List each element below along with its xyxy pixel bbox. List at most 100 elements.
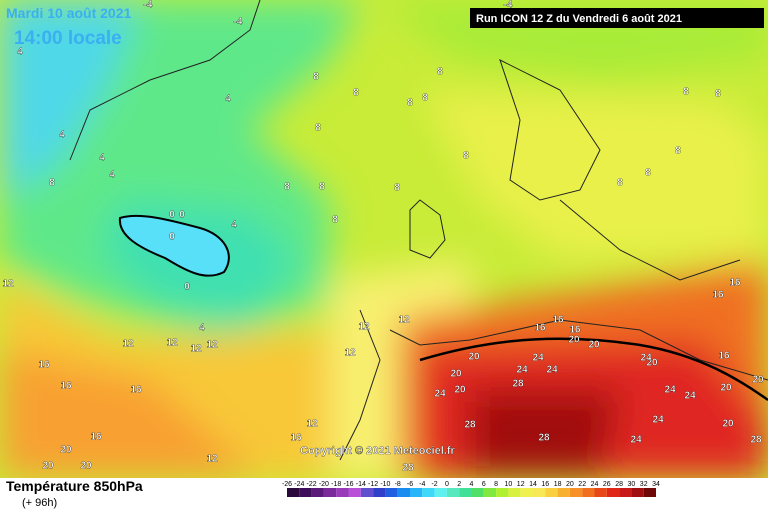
isotherm-label: 8: [683, 87, 689, 98]
isotherm-label: 0: [169, 232, 175, 243]
legend-swatch: [299, 488, 312, 497]
isotherm-label: 16: [60, 381, 72, 392]
isotherm-label: 28: [402, 463, 414, 474]
isotherm-label: 16: [534, 323, 546, 334]
isotherm-label: 16: [718, 351, 730, 362]
isotherm-label: 28: [538, 433, 550, 444]
isotherm-label: 20: [720, 383, 732, 394]
isotherm-label: 20: [60, 445, 72, 456]
isotherm-label: 12: [2, 279, 14, 290]
legend-tick-label: -22: [307, 481, 317, 488]
isotherm-label: 28: [464, 420, 476, 431]
legend-swatch: [594, 488, 607, 497]
legend-tick-label: 12: [517, 481, 525, 488]
isotherm-label: 20: [568, 335, 580, 346]
legend-tick-label: 34: [652, 481, 660, 488]
legend-swatch: [471, 488, 484, 497]
isotherm-label: 12: [190, 344, 202, 355]
legend-tick-label: -24: [294, 481, 304, 488]
isotherm-label: -4: [144, 0, 153, 11]
isotherm-label: 24: [434, 389, 446, 400]
isotherm-label: 24: [630, 435, 642, 446]
legend-tick-label: -4: [419, 481, 425, 488]
isotherm-label: 20: [588, 340, 600, 351]
isotherm-label: 12: [122, 339, 134, 350]
isotherm-label: 16: [130, 385, 142, 396]
legend-swatch: [311, 488, 324, 497]
isotherm-label: 12: [358, 322, 370, 333]
isotherm-label: 16: [712, 290, 724, 301]
isotherm-label: 0: [169, 210, 175, 221]
isotherm-label: 24: [652, 415, 664, 426]
legend-tick-label: 0: [445, 481, 449, 488]
legend-swatch: [287, 488, 300, 497]
legend-swatch: [348, 488, 361, 497]
legend-swatch: [483, 488, 497, 497]
legend-tick-label: 10: [505, 481, 513, 488]
isotherm-label: 20: [468, 352, 480, 363]
isotherm-label: 4: [225, 94, 231, 105]
isotherm-label: 8: [645, 168, 651, 179]
legend-tick-label: 4: [470, 481, 474, 488]
legend-swatch: [533, 488, 546, 497]
isotherm-label: 12: [398, 315, 410, 326]
legend-swatch: [520, 488, 533, 497]
legend-tick-label: -16: [343, 481, 353, 488]
isotherm-label: 20: [454, 385, 466, 396]
legend-swatch: [557, 488, 570, 497]
legend-swatch: [397, 488, 410, 497]
isotherm-label: 12: [166, 338, 178, 349]
isotherm-label: 8: [437, 67, 443, 78]
color-legend: -26 -24 -22 -20 -18 -16 -14 -12 -10 -8 -6 -4 -2 0 2 4 6 8…: [282, 481, 660, 497]
legend-tick-label: 24: [591, 481, 599, 488]
legend-swatch: [643, 488, 656, 497]
legend-tick-label: -26: [282, 481, 292, 488]
legend-tick-label: 18: [554, 481, 562, 488]
isotherm-label: 12: [344, 348, 356, 359]
isotherm-label: 12: [206, 454, 218, 465]
isotherm-label: 4: [17, 47, 23, 58]
isotherm-label: 16: [729, 278, 741, 289]
isotherm-label: 24: [532, 353, 544, 364]
isotherm-label: 8: [463, 151, 469, 162]
isotherm-label: 8: [394, 183, 400, 194]
legend-tick-label: -6: [407, 481, 413, 488]
isotherm-label: 0: [184, 282, 190, 293]
legend-tick-label: -20: [319, 481, 329, 488]
legend-swatch: [496, 488, 509, 497]
isotherm-label: -4: [504, 0, 513, 11]
isotherm-label: 12: [206, 340, 218, 351]
legend-tick-label: -2: [431, 481, 437, 488]
legend-tick-label: 16: [541, 481, 549, 488]
legend-tick-label: 8: [494, 481, 498, 488]
isotherm-label: 8: [319, 182, 325, 193]
legend-tick-label: -18: [331, 481, 341, 488]
isotherm-label: 8: [675, 146, 681, 157]
isotherm-label: -4: [234, 17, 243, 28]
legend-swatch: [631, 488, 644, 497]
legend-swatch: [360, 488, 374, 497]
legend-swatch: [336, 488, 349, 497]
legend-tick-label: 2: [457, 481, 461, 488]
legend-swatch: [508, 488, 521, 497]
isotherm-label: 28: [750, 435, 762, 446]
legend-swatch: [410, 488, 423, 497]
isotherm-label: 24: [516, 365, 528, 376]
isotherm-label: 20: [752, 375, 764, 386]
legend-swatch: [434, 488, 447, 497]
isotherm-label: 20: [80, 461, 92, 472]
legend-tick-label: -8: [395, 481, 401, 488]
isotherm-label: 16: [552, 315, 564, 326]
legend-swatch: [385, 488, 398, 497]
isotherm-label: 8: [332, 215, 338, 226]
isotherm-label: 8: [353, 88, 359, 99]
footer-title: Température 850hPa: [6, 478, 143, 494]
isotherm-label: 0: [179, 210, 185, 221]
isotherm-label: 20: [450, 369, 462, 380]
legend-tick-label: -10: [380, 481, 390, 488]
isotherm-label: 16: [290, 433, 302, 444]
isotherm-label: 24: [546, 365, 558, 376]
legend-swatch: [373, 488, 386, 497]
